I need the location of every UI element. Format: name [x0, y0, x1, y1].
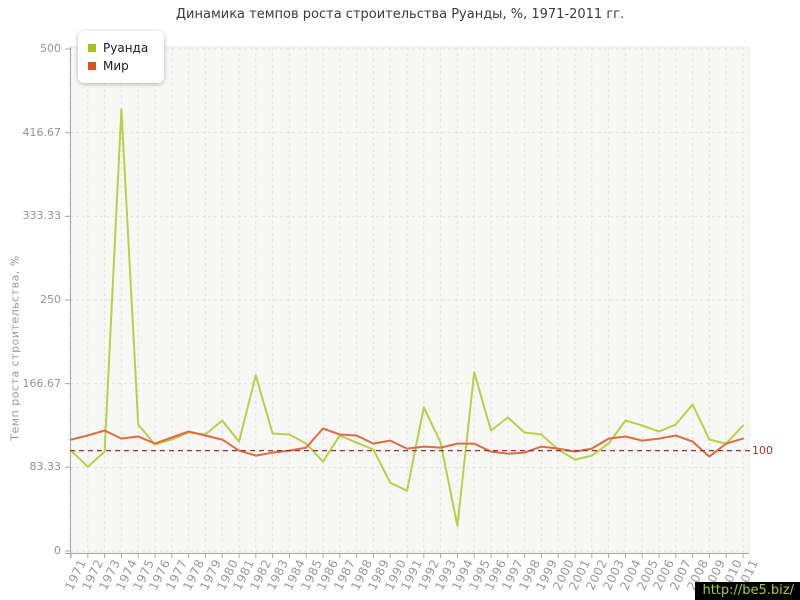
y-axis-tick-label: 250	[40, 293, 61, 306]
rwanda-series-swatch-icon	[88, 44, 96, 52]
legend-label-world: Мир	[103, 59, 129, 73]
y-axis-tick-label: 83.33	[29, 460, 62, 474]
threshold-label: 100	[752, 443, 773, 457]
legend-label-rwanda: Руанда	[103, 41, 149, 55]
y-axis-tick-label: 500	[40, 42, 61, 55]
world-series-swatch-icon	[88, 62, 96, 70]
y-axis-tick-label: 333.33	[22, 209, 62, 223]
series-line-rwanda	[70, 108, 744, 527]
series-line-world	[70, 427, 744, 458]
legend: Руанда Мир	[78, 31, 165, 83]
chart-title: Динамика темпов роста строительства Руан…	[175, 7, 625, 22]
y-axis-tick-label: 166.67	[22, 376, 62, 390]
watermark-link[interactable]: http://be5.biz/	[695, 582, 800, 600]
y-axis-tick-label: 0	[54, 544, 61, 557]
y-axis-title: Темп роста строительства, %	[8, 255, 22, 441]
legend-item-world: Мир	[88, 57, 148, 75]
legend-item-rwanda: Руанда	[88, 39, 148, 57]
y-axis-tick-label: 416.67	[22, 125, 62, 139]
